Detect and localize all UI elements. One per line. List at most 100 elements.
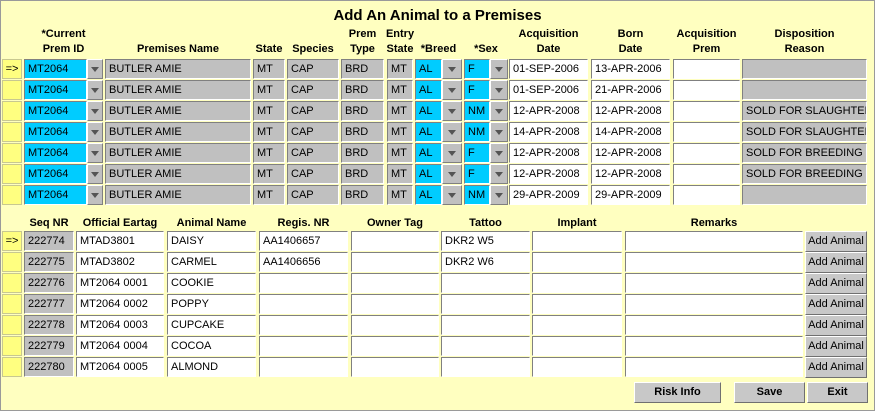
owner-tag-field[interactable] xyxy=(351,231,439,251)
entry-state-field[interactable]: MT xyxy=(387,185,413,205)
state-field[interactable]: MT xyxy=(253,80,285,100)
regis-nr-field[interactable] xyxy=(259,315,348,335)
species-field[interactable]: CAP xyxy=(287,143,339,163)
prem-id-field[interactable]: MT2064 xyxy=(24,164,87,184)
dropdown-button[interactable] xyxy=(87,101,103,121)
acquisition-date-field[interactable]: 01-SEP-2006 xyxy=(509,59,588,79)
dropdown-button[interactable] xyxy=(490,185,508,205)
state-field[interactable]: MT xyxy=(253,101,285,121)
animal-name-field[interactable]: CARMEL xyxy=(167,252,256,272)
seq-nr-field[interactable]: 222778 xyxy=(24,315,74,335)
prem-id-field[interactable]: MT2064 xyxy=(24,143,87,163)
dropdown-button[interactable] xyxy=(490,122,508,142)
prem-id-field[interactable]: MT2064 xyxy=(24,59,87,79)
tattoo-field[interactable]: DKR2 W6 xyxy=(441,252,530,272)
dropdown-button[interactable] xyxy=(490,101,508,121)
state-field[interactable]: MT xyxy=(253,185,285,205)
acquisition-date-field[interactable]: 12-APR-2008 xyxy=(509,143,588,163)
owner-tag-field[interactable] xyxy=(351,336,439,356)
acquisition-prem-field[interactable] xyxy=(673,80,740,100)
dropdown-button[interactable] xyxy=(490,143,508,163)
acquisition-prem-field[interactable] xyxy=(673,143,740,163)
official-eartag-field[interactable]: MT2064 0003 xyxy=(76,315,164,335)
dropdown-button[interactable] xyxy=(442,164,462,184)
acquisition-date-field[interactable]: 12-APR-2008 xyxy=(509,164,588,184)
seq-nr-field[interactable]: 222779 xyxy=(24,336,74,356)
species-field[interactable]: CAP xyxy=(287,80,339,100)
breed-field[interactable]: AL xyxy=(415,164,442,184)
state-field[interactable]: MT xyxy=(253,143,285,163)
remarks-field[interactable] xyxy=(625,315,803,335)
regis-nr-field[interactable] xyxy=(259,273,348,293)
seq-nr-field[interactable]: 222777 xyxy=(24,294,74,314)
born-date-field[interactable]: 21-APR-2006 xyxy=(591,80,670,100)
dropdown-button[interactable] xyxy=(442,80,462,100)
sex-field[interactable]: NM xyxy=(464,122,490,142)
dropdown-button[interactable] xyxy=(442,59,462,79)
animal-name-field[interactable]: POPPY xyxy=(167,294,256,314)
official-eartag-field[interactable]: MT2064 0004 xyxy=(76,336,164,356)
animal-name-field[interactable]: COCOA xyxy=(167,336,256,356)
regis-nr-field[interactable] xyxy=(259,294,348,314)
state-field[interactable]: MT xyxy=(253,164,285,184)
sex-field[interactable]: NM xyxy=(464,185,490,205)
acquisition-prem-field[interactable] xyxy=(673,122,740,142)
add-animal-button[interactable]: Add Animal xyxy=(805,294,867,315)
acquisition-prem-field[interactable] xyxy=(673,164,740,184)
dropdown-button[interactable] xyxy=(442,101,462,121)
species-field[interactable]: CAP xyxy=(287,59,339,79)
implant-field[interactable] xyxy=(532,252,622,272)
acquisition-date-field[interactable]: 29-APR-2009 xyxy=(509,185,588,205)
implant-field[interactable] xyxy=(532,336,622,356)
sex-field[interactable]: F xyxy=(464,164,490,184)
dropdown-button[interactable] xyxy=(87,80,103,100)
premises-name-field[interactable]: BUTLER AMIE xyxy=(105,122,251,142)
entry-state-field[interactable]: MT xyxy=(387,122,413,142)
action-button[interactable]: Exit xyxy=(807,382,868,403)
acquisition-prem-field[interactable] xyxy=(673,59,740,79)
sex-field[interactable]: F xyxy=(464,80,490,100)
premises-name-field[interactable]: BUTLER AMIE xyxy=(105,101,251,121)
state-field[interactable]: MT xyxy=(253,122,285,142)
born-date-field[interactable]: 14-APR-2008 xyxy=(591,122,670,142)
acquisition-date-field[interactable]: 01-SEP-2006 xyxy=(509,80,588,100)
breed-field[interactable]: AL xyxy=(415,122,442,142)
dropdown-button[interactable] xyxy=(490,164,508,184)
prem-type-field[interactable]: BRD xyxy=(341,59,384,79)
premises-name-field[interactable]: BUTLER AMIE xyxy=(105,80,251,100)
implant-field[interactable] xyxy=(532,273,622,293)
sex-field[interactable]: F xyxy=(464,143,490,163)
prem-type-field[interactable]: BRD xyxy=(341,143,384,163)
species-field[interactable]: CAP xyxy=(287,164,339,184)
dropdown-button[interactable] xyxy=(490,80,508,100)
disposition-reason-field[interactable] xyxy=(742,80,867,100)
breed-field[interactable]: AL xyxy=(415,143,442,163)
dropdown-button[interactable] xyxy=(442,122,462,142)
premises-name-field[interactable]: BUTLER AMIE xyxy=(105,143,251,163)
animal-name-field[interactable]: CUPCAKE xyxy=(167,315,256,335)
premises-name-field[interactable]: BUTLER AMIE xyxy=(105,164,251,184)
tattoo-field[interactable] xyxy=(441,294,530,314)
animal-name-field[interactable]: DAISY xyxy=(167,231,256,251)
acquisition-date-field[interactable]: 12-APR-2008 xyxy=(509,101,588,121)
seq-nr-field[interactable]: 222775 xyxy=(24,252,74,272)
regis-nr-field[interactable] xyxy=(259,336,348,356)
remarks-field[interactable] xyxy=(625,294,803,314)
dropdown-button[interactable] xyxy=(442,185,462,205)
seq-nr-field[interactable]: 222774 xyxy=(24,231,74,251)
dropdown-button[interactable] xyxy=(87,164,103,184)
born-date-field[interactable]: 12-APR-2008 xyxy=(591,164,670,184)
remarks-field[interactable] xyxy=(625,231,803,251)
implant-field[interactable] xyxy=(532,315,622,335)
implant-field[interactable] xyxy=(532,231,622,251)
disposition-reason-field[interactable]: SOLD FOR SLAUGHTER xyxy=(742,122,867,142)
breed-field[interactable]: AL xyxy=(415,185,442,205)
born-date-field[interactable]: 12-APR-2008 xyxy=(591,143,670,163)
add-animal-button[interactable]: Add Animal xyxy=(805,231,867,252)
prem-id-field[interactable]: MT2064 xyxy=(24,80,87,100)
action-button[interactable]: Save xyxy=(734,382,805,403)
add-animal-button[interactable]: Add Animal xyxy=(805,315,867,336)
regis-nr-field[interactable] xyxy=(259,357,348,377)
remarks-field[interactable] xyxy=(625,252,803,272)
remarks-field[interactable] xyxy=(625,273,803,293)
